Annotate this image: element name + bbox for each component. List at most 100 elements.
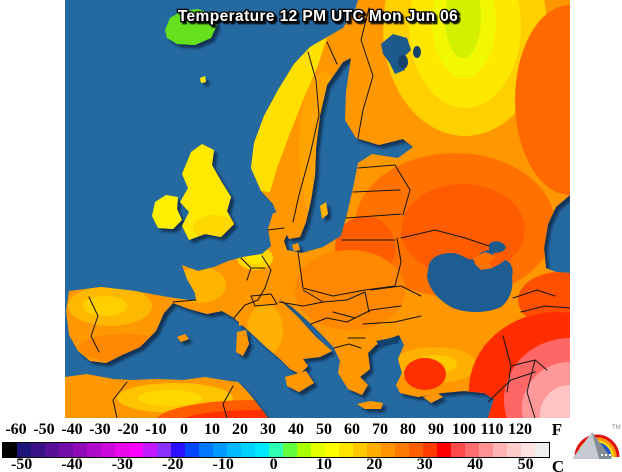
colorbar-cell: [493, 443, 507, 457]
f-tick-label: -50: [33, 421, 55, 438]
sea-of-azov: [489, 241, 506, 253]
c-tick-label: -50: [10, 456, 33, 472]
lake-ladoga: [398, 55, 408, 69]
map-title: Temperature 12 PM UTC Mon Jun 06: [178, 8, 458, 25]
white-sea: [381, 34, 411, 74]
f-tick-label: 20: [232, 421, 248, 438]
colorbar-cell: [325, 443, 339, 457]
c-tick-label: 0: [269, 456, 278, 472]
colorbar-cell: [339, 443, 353, 457]
region-iceland: [165, 9, 217, 45]
c-tick-label: 50: [517, 456, 534, 472]
f-tick-label: 10: [204, 421, 220, 438]
f-tick-label: 110: [480, 421, 504, 438]
celsius-unit-label: C: [551, 457, 565, 472]
temperature-scale: -60 -50 -40 -30 -20 -10 0 10 20 30 40 50 60 70 80 90 100…: [0, 418, 622, 472]
colorbar-cell: [311, 443, 325, 457]
colorbar-cell: [255, 443, 269, 457]
rainbow-dots: [601, 454, 611, 456]
colorbar-cell: [535, 443, 549, 457]
mountain-rainbow-logo: TM: [572, 425, 621, 459]
colorbar-cell: [227, 443, 241, 457]
colorbar-cell: [143, 443, 157, 457]
shade-sw-turkey-red: [404, 358, 446, 390]
colorbar-cell: [353, 443, 367, 457]
c-scale-row: -50 -40 -30 -20 -10 0 10 20 30 40 50: [0, 457, 622, 472]
f-tick-label: -20: [117, 421, 139, 438]
shade-poland: [295, 250, 405, 330]
country-borders: [88, 7, 570, 418]
colorbar-cell: [465, 443, 479, 457]
colorbar-cell: [395, 443, 409, 457]
colorbar-cell: [213, 443, 227, 457]
colorbar-cell: [409, 443, 423, 457]
fahrenheit-unit-label: F: [551, 420, 563, 439]
shade-spain-core: [83, 296, 127, 316]
f-tick-label: 80: [400, 421, 416, 438]
colorbar-cell: [87, 443, 101, 457]
colorbar-cell: [3, 443, 17, 457]
island-sardinia: [236, 330, 249, 356]
f-tick-label: -60: [5, 421, 27, 438]
island-crete: [357, 401, 383, 409]
f-tick-label: 40: [288, 421, 304, 438]
island-zealand: [292, 243, 300, 251]
inland-seas: [376, 34, 513, 347]
colorbar-cell: [73, 443, 87, 457]
c-tick-label: 30: [416, 456, 433, 472]
shade-cool-green: [445, 0, 481, 58]
trademark-label: TM: [612, 425, 621, 431]
f-tick-label: 60: [344, 421, 360, 438]
colorbar-cell: [381, 443, 395, 457]
colorbar-cell: [451, 443, 465, 457]
f-tick-label: -40: [61, 421, 83, 438]
island-gotland: [320, 202, 328, 219]
colorbar-cell: [437, 443, 451, 457]
shade-africa-core: [138, 390, 202, 406]
island-cyprus: [423, 393, 443, 403]
shade-middle-east-pink3: [540, 385, 570, 418]
colorbar-cell: [45, 443, 59, 457]
colorbar: [2, 442, 550, 458]
shade-middle-east-pink1: [504, 338, 570, 418]
f-tick-label: 30: [260, 421, 276, 438]
colorbar-cell: [17, 443, 31, 457]
f-tick-label: 100: [452, 421, 476, 438]
f-scale-row: -60 -50 -40 -30 -20 -10 0 10 20 30 40 50 60 70 80 90 100…: [0, 420, 622, 441]
island-sicily: [285, 371, 314, 392]
colorbar-cell: [479, 443, 493, 457]
map-canvas: Temperature 12 PM UTC Mon Jun 06: [65, 0, 570, 418]
c-tick-label: -40: [61, 456, 83, 472]
colorbar-cell: [59, 443, 73, 457]
colorbar-cell: [241, 443, 255, 457]
island-faroe: [200, 76, 206, 83]
c-tick-label: 40: [467, 456, 484, 472]
c-tick-label: -20: [162, 456, 184, 472]
colorbar-cell: [507, 443, 521, 457]
shade-norway-coast-yellow: [247, 38, 327, 192]
black-sea: [427, 250, 513, 313]
c-tick-label: 20: [366, 456, 383, 472]
f-tick-label: -10: [145, 421, 167, 438]
sea-of-marmara: [376, 337, 399, 347]
f-tick-label: 0: [180, 421, 188, 438]
colorbar-cell: [157, 443, 171, 457]
crimea: [473, 252, 497, 270]
shade-ne-hot: [515, 5, 570, 195]
colorbar-cell: [283, 443, 297, 457]
colorbar-cell: [185, 443, 199, 457]
colorbar-cell: [367, 443, 381, 457]
c-tick-label: -10: [212, 456, 234, 472]
colorbar-cell: [115, 443, 129, 457]
colorbar-cell: [101, 443, 115, 457]
provider-logo: TM: [571, 420, 621, 470]
colorbar-cell: [199, 443, 213, 457]
colorbar-cell: [171, 443, 185, 457]
region-ireland: [152, 195, 182, 229]
c-tick-label: 10: [316, 456, 332, 472]
island-corsica: [239, 308, 247, 326]
f-tick-label: 70: [372, 421, 388, 438]
island-balearic: [177, 334, 189, 342]
f-tick-label: -30: [89, 421, 111, 438]
